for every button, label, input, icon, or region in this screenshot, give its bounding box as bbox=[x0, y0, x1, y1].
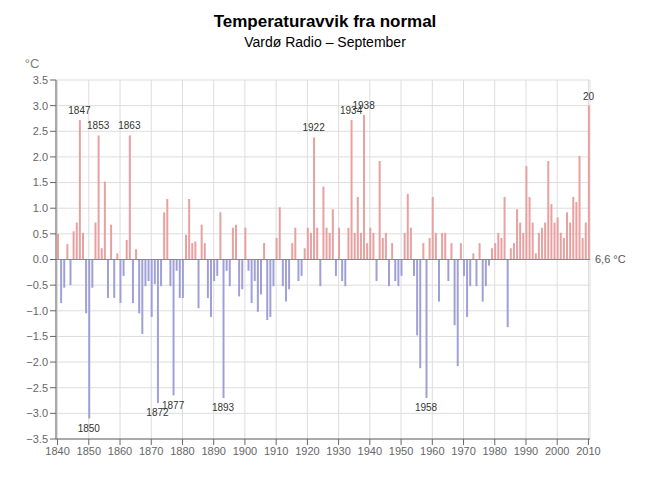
svg-text:1970: 1970 bbox=[451, 445, 475, 457]
svg-text:−2.5: −2.5 bbox=[26, 382, 48, 394]
svg-text:1958: 1958 bbox=[415, 402, 438, 413]
html-text:Temperaturavvik fra normal: Temperaturavvik fra normal bbox=[213, 12, 437, 31]
svg-text:1950: 1950 bbox=[389, 445, 413, 457]
svg-text:2.0: 2.0 bbox=[33, 151, 48, 163]
svg-text:1890: 1890 bbox=[201, 445, 225, 457]
svg-text:1847: 1847 bbox=[68, 105, 91, 116]
svg-text:1880: 1880 bbox=[170, 445, 194, 457]
svg-text:1990: 1990 bbox=[514, 445, 538, 457]
svg-text:1934: 1934 bbox=[340, 105, 363, 116]
svg-text:1877: 1877 bbox=[162, 400, 185, 411]
svg-text:1900: 1900 bbox=[233, 445, 257, 457]
svg-text:6,6 °C: 6,6 °C bbox=[595, 253, 626, 265]
svg-text:1863: 1863 bbox=[118, 120, 141, 131]
svg-text:2010: 2010 bbox=[576, 445, 600, 457]
html-text:Vardø Radio – September: Vardø Radio – September bbox=[244, 34, 406, 50]
svg-text:−2.0: −2.0 bbox=[26, 356, 48, 368]
svg-text:1893: 1893 bbox=[212, 402, 235, 413]
svg-text:1980: 1980 bbox=[483, 445, 507, 457]
svg-text:3.0: 3.0 bbox=[33, 100, 48, 112]
svg-text:1922: 1922 bbox=[303, 122, 326, 133]
svg-text:1938: 1938 bbox=[352, 100, 375, 111]
svg-text:3.5: 3.5 bbox=[33, 74, 48, 86]
svg-text:1840: 1840 bbox=[45, 445, 69, 457]
svg-text:1850: 1850 bbox=[77, 445, 101, 457]
svg-text:1930: 1930 bbox=[326, 445, 350, 457]
svg-text:1860: 1860 bbox=[108, 445, 132, 457]
svg-text:−0.5: −0.5 bbox=[26, 279, 48, 291]
svg-text:1853: 1853 bbox=[87, 120, 110, 131]
svg-text:−3.5: −3.5 bbox=[26, 433, 48, 445]
svg-text:1872: 1872 bbox=[146, 407, 169, 419]
svg-text:1940: 1940 bbox=[358, 445, 382, 457]
svg-text:20: 20 bbox=[583, 91, 595, 102]
svg-text:1.5: 1.5 bbox=[33, 176, 48, 188]
svg-text:2.5: 2.5 bbox=[33, 125, 48, 137]
svg-text:−1.0: −1.0 bbox=[26, 305, 48, 317]
svg-text:1910: 1910 bbox=[264, 445, 288, 457]
svg-text:1.0: 1.0 bbox=[33, 202, 48, 214]
svg-text:1960: 1960 bbox=[420, 445, 444, 457]
svg-text:2000: 2000 bbox=[545, 445, 569, 457]
svg-text:0.0: 0.0 bbox=[33, 253, 48, 265]
svg-text:1920: 1920 bbox=[295, 445, 319, 457]
svg-text:−3.0: −3.0 bbox=[26, 407, 48, 419]
svg-text:0.5: 0.5 bbox=[33, 228, 48, 240]
svg-text:−1.5: −1.5 bbox=[26, 330, 48, 342]
svg-text:°C: °C bbox=[25, 56, 40, 71]
svg-text:1850: 1850 bbox=[78, 423, 101, 434]
svg-text:1870: 1870 bbox=[139, 445, 163, 457]
